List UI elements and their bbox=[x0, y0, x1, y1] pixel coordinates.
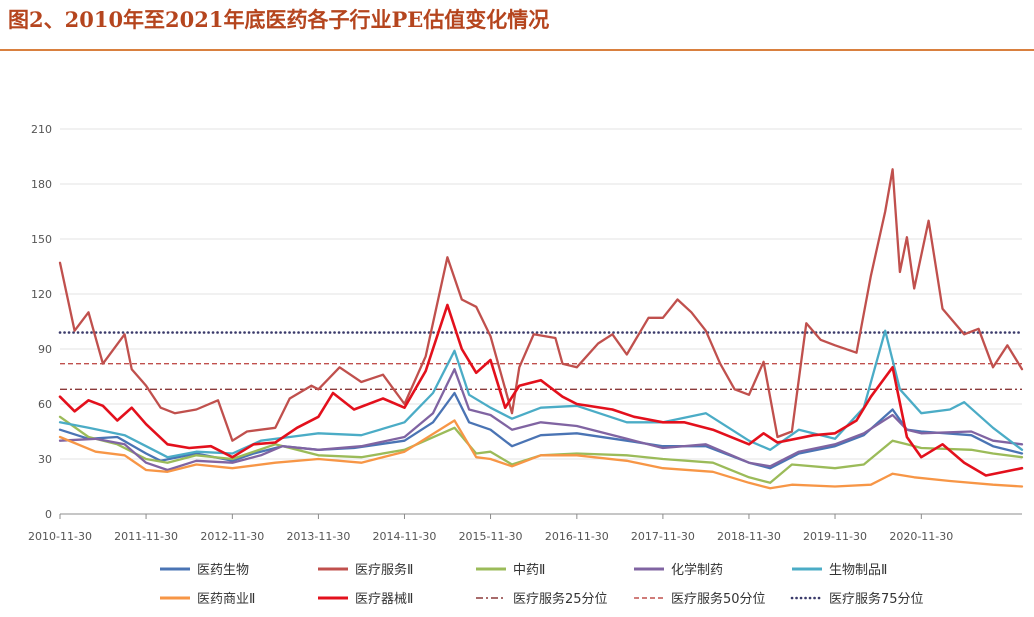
x-tick-labels: 2010-11-30 2011-11-30 2012-11-30 2013-11-30… bbox=[28, 530, 953, 543]
axes bbox=[59, 513, 1022, 519]
y-tick-label-6: 180 bbox=[31, 178, 52, 191]
legend-label-9: 医疗服务75分位 bbox=[829, 591, 924, 607]
y-tick-label-7: 210 bbox=[31, 123, 52, 136]
x-tick-label-2: 2012-11-30 bbox=[200, 530, 264, 543]
series-line-1 bbox=[58, 168, 1024, 442]
y-tick-label-2: 60 bbox=[38, 398, 52, 411]
title-underline bbox=[0, 49, 1034, 51]
legend-label-7: 医疗服务25分位 bbox=[513, 591, 608, 607]
x-tick-label-5: 2015-11-30 bbox=[459, 530, 523, 543]
series-line-5 bbox=[58, 419, 1024, 490]
x-tick-label-3: 2013-11-30 bbox=[286, 530, 350, 543]
series-line-6 bbox=[58, 303, 1024, 477]
series-line-3 bbox=[58, 368, 1024, 472]
y-tick-label-0: 0 bbox=[45, 508, 52, 521]
y-tick-label-1: 30 bbox=[38, 453, 52, 466]
legend-label-1: 医疗服务Ⅱ bbox=[355, 562, 413, 578]
series-lines bbox=[58, 168, 1024, 490]
x-tick-label-7: 2017-11-30 bbox=[631, 530, 695, 543]
series-line-2 bbox=[58, 415, 1024, 484]
x-tick-label-8: 2018-11-30 bbox=[717, 530, 781, 543]
x-tick-label-9: 2019-11-30 bbox=[803, 530, 867, 543]
legend-label-2: 中药Ⅱ bbox=[513, 563, 545, 578]
y-tick-label-5: 150 bbox=[31, 233, 52, 246]
y-tick-label-4: 120 bbox=[31, 288, 52, 301]
figure-title: 图2、2010年至2021年底医药各子行业PE估值变化情况 bbox=[8, 7, 550, 32]
series-line-4 bbox=[58, 329, 1024, 459]
x-tick-label-6: 2016-11-30 bbox=[545, 530, 609, 543]
grid-lines bbox=[60, 128, 1022, 460]
x-tick-label-1: 2011-11-30 bbox=[114, 530, 178, 543]
legend-label-4: 生物制品Ⅱ bbox=[829, 563, 887, 578]
legend-label-0: 医药生物 bbox=[197, 563, 249, 578]
legend-label-3: 化学制药 bbox=[671, 562, 723, 578]
legend-label-5: 医药商业Ⅱ bbox=[197, 592, 255, 607]
legend-label-8: 医疗服务50分位 bbox=[671, 591, 766, 607]
y-tick-labels: 0 30 60 90 120 150 180 210 bbox=[31, 123, 52, 521]
y-tick-label-3: 90 bbox=[38, 343, 52, 356]
x-tick-label-4: 2014-11-30 bbox=[373, 530, 437, 543]
x-tick-label-0: 2010-11-30 bbox=[28, 530, 92, 543]
x-tick-label-10: 2020-11-30 bbox=[889, 530, 953, 543]
legend: 医药生物 医疗服务Ⅱ 中药Ⅱ 化学制药 生物制品Ⅱ 医药商业Ⅱ 医疗器械Ⅱ 医疗服务25分位 医… bbox=[160, 562, 924, 607]
reference-lines bbox=[58, 331, 1024, 390]
legend-label-6: 医疗器械Ⅱ bbox=[355, 592, 413, 607]
